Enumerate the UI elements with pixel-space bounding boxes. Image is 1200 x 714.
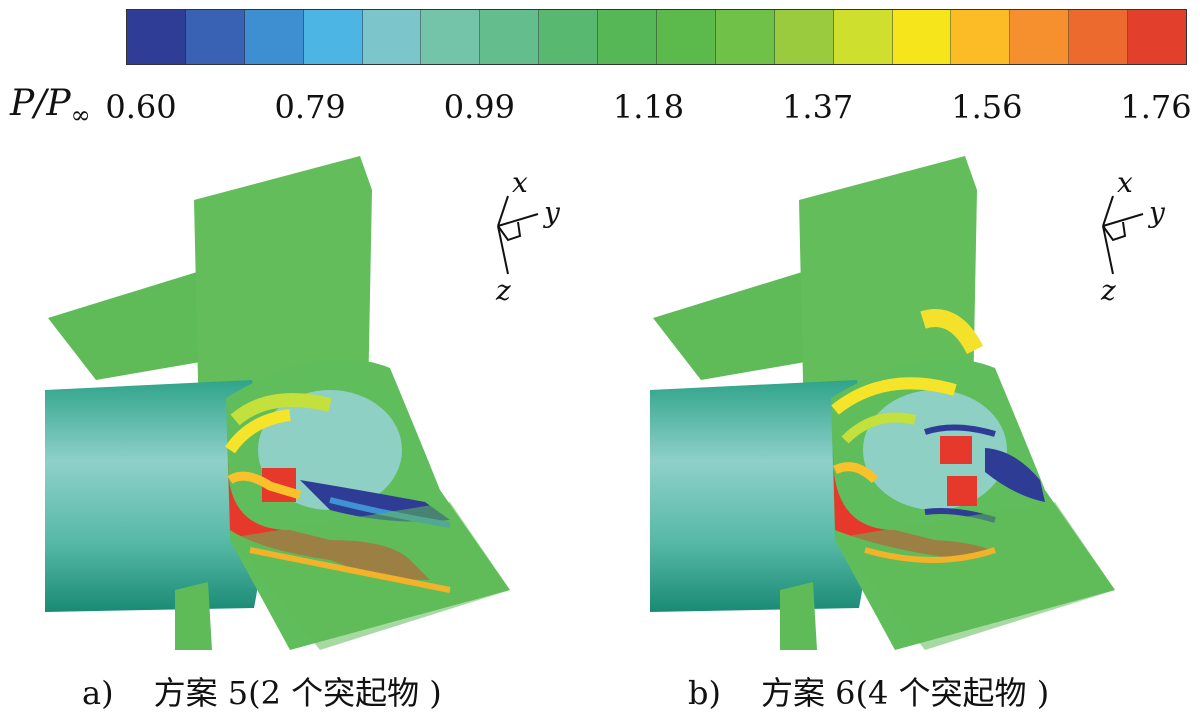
colorbar-segment bbox=[951, 10, 1011, 64]
caption-a-letter: a) bbox=[82, 674, 114, 712]
cylinder-body bbox=[45, 380, 265, 612]
caption-b: b) 方案 6(4 个突起物 ) bbox=[688, 668, 1049, 714]
yellow-band bbox=[225, 409, 291, 454]
colorbar-segment bbox=[185, 10, 245, 64]
axis-y-label: y bbox=[542, 196, 561, 229]
colorbar-segment bbox=[480, 10, 540, 64]
colorbar-segment bbox=[244, 10, 304, 64]
colorbar-variable-label: P/P∞ bbox=[10, 83, 91, 129]
yellow-band bbox=[920, 309, 984, 355]
low-pressure-blue bbox=[985, 448, 1045, 502]
low-pressure-blue bbox=[924, 424, 996, 437]
colorbar-segment bbox=[539, 10, 599, 64]
coordinate-axes: x y z bbox=[495, 166, 561, 307]
coordinate-axes: x y z bbox=[1100, 166, 1166, 307]
fin-bottom bbox=[780, 582, 817, 650]
colorbar-segment bbox=[421, 10, 481, 64]
fin-left bbox=[653, 268, 817, 380]
colorbar-segment bbox=[1069, 10, 1129, 64]
colorbar-tick-label: 1.56 bbox=[951, 88, 1023, 126]
axis-z-label: z bbox=[1100, 274, 1116, 307]
orange-streak bbox=[864, 547, 996, 563]
contour-panel-a: x y z bbox=[30, 150, 570, 650]
orange-streak bbox=[249, 547, 451, 593]
colorbar-segment bbox=[715, 10, 775, 64]
variable-subscript: ∞ bbox=[70, 101, 91, 129]
colorbar-tick-label: 0.99 bbox=[443, 88, 515, 126]
colorbar-tick-label: 0.79 bbox=[274, 88, 346, 126]
axis-x-label: x bbox=[1117, 166, 1133, 199]
colorbar-tick-label: 1.18 bbox=[612, 88, 685, 126]
colorbar-segment bbox=[303, 10, 363, 64]
colorbar-segment bbox=[833, 10, 893, 64]
variable-symbol: P/P bbox=[10, 83, 71, 124]
fin-left bbox=[48, 268, 212, 380]
yellow-band bbox=[831, 377, 957, 415]
orange-band bbox=[227, 471, 302, 500]
colorbar-segment bbox=[598, 10, 658, 64]
pressure-contour-b: x y z bbox=[650, 156, 1166, 650]
colorbar-tick-label: 1.37 bbox=[782, 88, 854, 126]
protrusion-1 bbox=[940, 436, 972, 464]
yellow-band bbox=[841, 412, 917, 444]
fin-bottom bbox=[175, 582, 212, 650]
caption-a-text: 方案 5(2 个突起物 ) bbox=[153, 674, 442, 712]
colorbar bbox=[126, 9, 1187, 65]
axis-y-label: y bbox=[1147, 196, 1166, 229]
colorbar-tick-label: 1.76 bbox=[1120, 88, 1192, 126]
caption-a: a) 方案 5(2 个突起物 ) bbox=[82, 668, 442, 714]
colorbar-segment bbox=[362, 10, 422, 64]
protrusion-2 bbox=[947, 476, 977, 506]
colorbar-segment bbox=[892, 10, 952, 64]
colorbar-segment bbox=[1128, 10, 1187, 64]
colorbar-segment bbox=[657, 10, 716, 64]
caption-b-text: 方案 6(4 个突起物 ) bbox=[760, 674, 1050, 712]
fin-right bbox=[835, 502, 1115, 650]
caption-b-letter: b) bbox=[688, 674, 721, 712]
contour-panel-b: x y z bbox=[635, 150, 1175, 650]
colorbar-segment bbox=[1010, 10, 1070, 64]
colorbar-segment bbox=[127, 10, 186, 64]
colorbar-tick-label: 0.60 bbox=[105, 88, 177, 126]
axis-z-label: z bbox=[495, 274, 511, 307]
orange-band bbox=[832, 462, 879, 484]
yellow-band bbox=[230, 393, 332, 426]
axis-x-label: x bbox=[512, 166, 528, 199]
cylinder-body bbox=[650, 380, 870, 612]
pressure-contour-a: x y z bbox=[45, 156, 561, 650]
colorbar-segment bbox=[774, 10, 834, 64]
colorbar-strip bbox=[126, 9, 1187, 65]
